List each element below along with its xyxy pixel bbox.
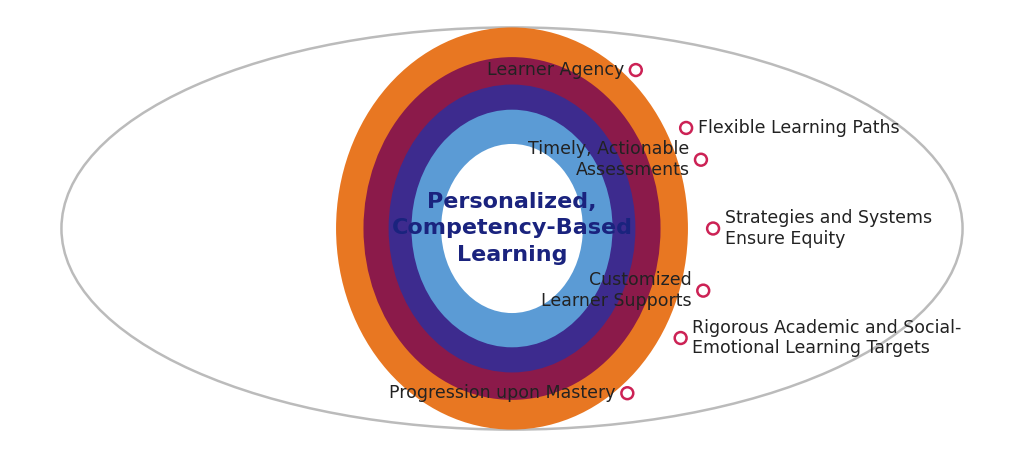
Text: Flexible Learning Paths: Flexible Learning Paths — [697, 119, 899, 137]
Ellipse shape — [412, 110, 612, 347]
Ellipse shape — [364, 57, 660, 400]
Circle shape — [680, 122, 692, 134]
Text: Customized
Learner Supports: Customized Learner Supports — [542, 271, 692, 310]
Text: Personalized,
Competency-Based
Learning: Personalized, Competency-Based Learning — [391, 192, 633, 265]
Text: Rigorous Academic and Social-
Emotional Learning Targets: Rigorous Academic and Social- Emotional … — [692, 319, 962, 357]
Text: Timely, Actionable
Assessments: Timely, Actionable Assessments — [528, 140, 689, 179]
Circle shape — [695, 154, 707, 166]
Circle shape — [697, 285, 710, 297]
Circle shape — [675, 332, 686, 344]
Text: Learner Agency: Learner Agency — [487, 61, 625, 79]
Text: Progression upon Mastery: Progression upon Mastery — [389, 384, 615, 402]
Circle shape — [622, 387, 633, 399]
Ellipse shape — [441, 144, 583, 313]
Text: Strategies and Systems
Ensure Equity: Strategies and Systems Ensure Equity — [725, 209, 932, 248]
Circle shape — [630, 64, 642, 76]
Circle shape — [708, 223, 719, 234]
Ellipse shape — [389, 85, 635, 372]
Ellipse shape — [336, 27, 688, 430]
